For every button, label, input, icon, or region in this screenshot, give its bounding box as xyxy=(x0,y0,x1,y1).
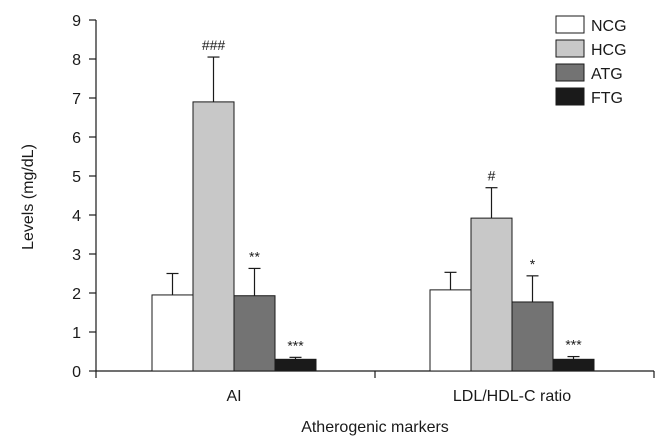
y-tick-label: 8 xyxy=(72,52,81,69)
bar-atg xyxy=(511,301,554,372)
bar-hcg xyxy=(192,101,235,372)
significance-label: *** xyxy=(287,337,304,353)
legend-swatch-ncg xyxy=(555,15,585,34)
legend-label: FTG xyxy=(591,90,623,107)
y-tick-label: 9 xyxy=(72,13,81,30)
legend-swatch-hcg xyxy=(555,39,585,58)
bar-atg xyxy=(233,295,276,372)
y-tick-label: 0 xyxy=(72,364,81,381)
y-tick-label: 7 xyxy=(72,91,81,108)
legend-swatch-ftg xyxy=(555,87,585,106)
bar-hcg xyxy=(470,217,513,372)
bar-ftg xyxy=(274,358,317,372)
legend: NCG HCG ATG FTG xyxy=(555,15,627,107)
bar-ftg xyxy=(552,358,595,372)
y-tick-label: 3 xyxy=(72,247,81,264)
y-tick-label: 2 xyxy=(72,286,81,303)
significance-label: ### xyxy=(202,37,226,53)
bars: ####** **** *** xyxy=(151,37,595,372)
x-axis-label: Atherogenic markers xyxy=(301,419,449,436)
y-axis-label: Levels (mg/dL) xyxy=(20,144,37,250)
bar-ncg xyxy=(429,289,472,372)
significance-label: # xyxy=(488,168,496,184)
y-tick-label: 1 xyxy=(72,325,81,342)
bar-ncg xyxy=(151,294,194,372)
x-axis: AI LDL/HDL-C ratio xyxy=(95,370,655,405)
significance-label: *** xyxy=(565,337,582,353)
y-tick-label: 5 xyxy=(72,169,81,186)
y-tick-label: 6 xyxy=(72,130,81,147)
y-axis: 0 1 2 3 4 5 6 7 8 9 xyxy=(72,13,97,381)
x-tick-label: AI xyxy=(226,388,241,405)
legend-label: HCG xyxy=(591,42,627,59)
legend-label: NCG xyxy=(591,18,627,35)
y-tick-label: 4 xyxy=(72,208,81,225)
x-tick-label: LDL/HDL-C ratio xyxy=(453,388,571,405)
significance-label: ** xyxy=(249,248,260,264)
significance-label: * xyxy=(530,256,536,272)
legend-swatch-atg xyxy=(555,63,585,82)
legend-label: ATG xyxy=(591,66,623,83)
